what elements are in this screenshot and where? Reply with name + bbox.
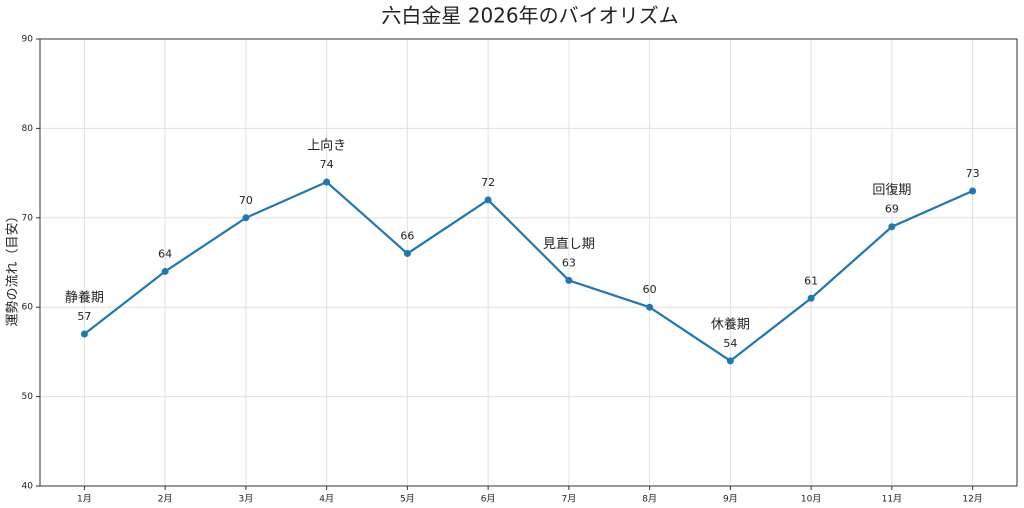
data-label: 72 xyxy=(481,176,495,189)
x-tick-label: 12月 xyxy=(962,494,982,505)
plot-frame xyxy=(39,38,1018,487)
point xyxy=(969,187,977,195)
annotation: 回復期 xyxy=(872,182,911,198)
x-tick-label: 7月 xyxy=(562,494,577,505)
x-tick-label: 3月 xyxy=(239,494,254,505)
annotation: 休養期 xyxy=(711,316,750,332)
data-label: 63 xyxy=(562,256,576,269)
data-label: 54 xyxy=(723,337,737,350)
data-label: 74 xyxy=(320,158,334,171)
data-label: 64 xyxy=(158,247,172,260)
y-axis-label: 運勢の流れ（目安） xyxy=(6,209,21,326)
annotation: 見直し期 xyxy=(543,237,595,252)
x-tick-label: 9月 xyxy=(723,494,738,505)
point xyxy=(807,294,815,302)
point xyxy=(726,357,734,365)
data-label: 57 xyxy=(77,310,91,323)
data-label: 73 xyxy=(966,167,980,180)
chart-title: 六白金星 2026年のバイオリズム xyxy=(381,4,678,28)
point xyxy=(80,330,88,338)
x-tick-label: 2月 xyxy=(158,494,173,505)
point xyxy=(484,196,492,204)
x-tick-label: 4月 xyxy=(319,494,334,505)
point xyxy=(161,267,169,275)
data-label: 66 xyxy=(400,230,414,243)
y-tick-label: 40 xyxy=(22,482,34,492)
point xyxy=(403,250,411,258)
point xyxy=(565,276,573,284)
x-tick-label: 11月 xyxy=(882,494,902,505)
y-tick-label: 70 xyxy=(22,213,34,223)
y-tick-label: 90 xyxy=(22,35,34,45)
point xyxy=(242,214,250,222)
x-tick-label: 8月 xyxy=(642,494,657,505)
y-tick-label: 80 xyxy=(22,124,34,134)
x-tick-label: 10月 xyxy=(801,494,821,505)
x-tick-label: 5月 xyxy=(400,494,415,505)
line xyxy=(83,180,974,363)
y-tick-label: 50 xyxy=(22,392,34,402)
data-label: 60 xyxy=(643,283,657,296)
x-tick-label: 1月 xyxy=(77,494,92,505)
annotation: 静養期 xyxy=(65,290,104,306)
x-tick-label: 6月 xyxy=(481,494,496,505)
y-tick-label: 60 xyxy=(22,303,34,313)
data-label: 69 xyxy=(885,203,899,216)
point xyxy=(646,303,654,311)
point xyxy=(323,178,331,186)
data-label: 61 xyxy=(804,274,818,287)
data-label: 70 xyxy=(239,194,253,207)
annotation: 上向き xyxy=(307,138,346,154)
point xyxy=(888,223,896,231)
